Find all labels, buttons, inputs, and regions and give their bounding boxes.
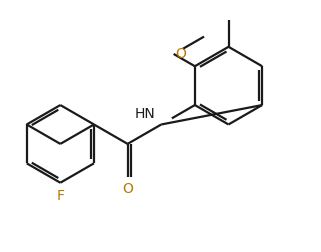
Text: HN: HN xyxy=(134,107,155,121)
Text: F: F xyxy=(56,188,64,202)
Text: O: O xyxy=(176,47,187,61)
Text: O: O xyxy=(122,181,133,195)
